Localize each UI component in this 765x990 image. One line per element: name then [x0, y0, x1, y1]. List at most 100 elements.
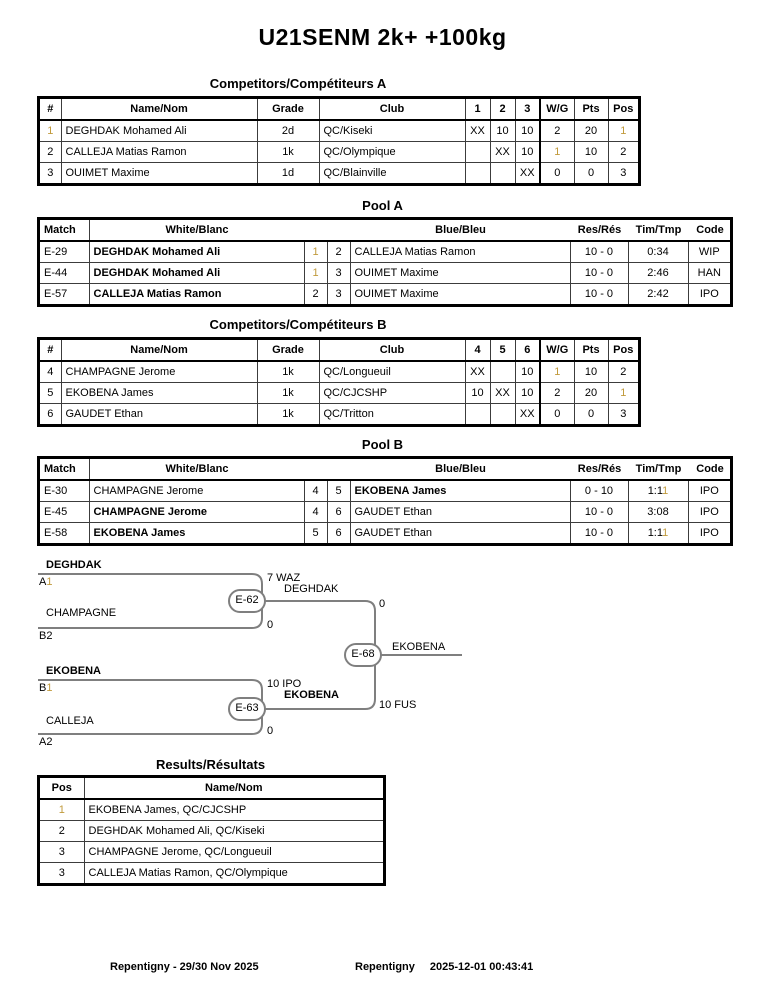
- cell-text: 1: [47, 125, 54, 137]
- bracket-winner-name: DEGHDAK: [284, 583, 339, 595]
- cell-blue: CALLEJA Matias Ramon: [349, 240, 571, 263]
- cell-tim: 2:42: [627, 283, 689, 306]
- cell-text: EKOBENA James: [93, 527, 186, 539]
- results-table: Pos Name/Nom 1 EKOBENA James, QC/CJCSHP 2 D…: [38, 776, 385, 885]
- bracket-lines: [38, 573, 462, 735]
- bracket-score: 0: [267, 725, 274, 737]
- cell-c1: XX: [464, 360, 491, 383]
- col-header-grade: Grade: [256, 338, 320, 362]
- cell-club: QC/Olympique: [318, 141, 466, 163]
- cell-pts: 0: [573, 403, 609, 426]
- table-row: 3 CHAMPAGNE Jerome, QC/Longueuil: [38, 841, 385, 863]
- cell-club: QC/Longueuil: [318, 360, 466, 383]
- cell-res: 0 - 10: [569, 479, 629, 502]
- cell-blue: GAUDET Ethan: [349, 501, 571, 523]
- cell-c3: XX: [514, 403, 541, 426]
- cell-c3: XX: [514, 162, 541, 185]
- cell-tim: 1:11: [627, 479, 689, 502]
- col-header-num: #: [38, 338, 62, 362]
- cell-num: 1: [38, 119, 62, 142]
- cell-code: IPO: [687, 479, 732, 502]
- col-header-name: Name/Nom: [83, 776, 385, 800]
- section-title-results: Results/Résultats: [155, 757, 266, 772]
- cell-pts: 0: [573, 162, 609, 185]
- cell-num: 6: [38, 403, 62, 426]
- cell-n1: 1: [303, 262, 328, 284]
- cell-num: 3: [38, 162, 62, 185]
- bracket-competitor-name: DEGHDAK: [46, 559, 102, 571]
- competitors-b-table: # Name/Nom Grade Club 4 5 6 W/G Pts Pos …: [38, 338, 640, 426]
- col-header-code: Code: [696, 463, 724, 475]
- cell-pts: 20: [573, 382, 609, 404]
- bracket-seed-label: B1: [39, 682, 53, 694]
- cell-grade: 1d: [256, 162, 320, 185]
- cell-c3: 10: [514, 119, 541, 142]
- cell-match: E-57: [38, 283, 90, 306]
- cell-club: QC/CJCSHP: [318, 382, 466, 404]
- cell-text: 1: [662, 485, 669, 497]
- cell-c1: 10: [464, 382, 491, 404]
- cell-white: DEGHDAK Mohamed Ali: [88, 240, 305, 263]
- cell-pos: 1: [38, 798, 85, 821]
- cell-name: EKOBENA James, QC/CJCSHP: [83, 798, 385, 821]
- cell-pos: 1: [607, 382, 640, 404]
- table-row: 2 DEGHDAK Mohamed Ali, QC/Kiseki: [38, 820, 385, 842]
- cell-white: EKOBENA James: [88, 522, 305, 545]
- cell-tim: 2:46: [627, 262, 689, 284]
- col-header-wg: W/G: [539, 338, 575, 362]
- col-header-pos: Pos: [607, 97, 640, 121]
- cell-text: 1:1: [647, 527, 663, 539]
- bracket-score: 10 FUS: [379, 699, 417, 711]
- header-row: # Name/Nom Grade Club 1 2 3 W/G Pts Pos: [38, 97, 640, 121]
- cell-match: E-29: [38, 240, 90, 263]
- section-title-competitors-b: Competitors/Compétiteurs B: [209, 317, 387, 332]
- col-header-white: White/Blanc: [165, 224, 229, 236]
- cell-c1: [464, 403, 491, 426]
- section-title-pool-b: Pool B: [361, 437, 404, 452]
- cell-pts: 20: [573, 119, 609, 142]
- bracket-score: 0: [379, 598, 386, 610]
- table-row: 3 OUIMET Maxime 1d QC/Blainville XX 0 0 3: [38, 162, 640, 185]
- bracket-score: 7 WAZ: [267, 572, 301, 584]
- cell-c1: [464, 162, 491, 185]
- elimination-bracket: DEGHDAK A1 CHAMPAGNE B2 E-62 7 WAZ DEGHD…: [0, 553, 765, 753]
- cell-name: CHAMPAGNE Jerome, QC/Longueuil: [83, 841, 385, 863]
- cell-code: HAN: [687, 262, 732, 284]
- col-header-club: Club: [318, 338, 466, 362]
- col-header-pts: Pts: [573, 97, 609, 121]
- competitors-a-table: # Name/Nom Grade Club 1 2 3 W/G Pts Pos …: [38, 97, 640, 185]
- col-header-num: #: [38, 97, 62, 121]
- col-header-pos: Pos: [38, 776, 85, 800]
- cell-c3: 10: [514, 382, 541, 404]
- cell-name: CALLEJA Matias Ramon, QC/Olympique: [83, 862, 385, 885]
- cell-name: DEGHDAK Mohamed Ali: [60, 119, 258, 142]
- header-row: Match White/Blanc Blue/Bleu Res/Rés Tim/…: [38, 457, 732, 481]
- cell-tim: 3:08: [627, 501, 689, 523]
- col-header-white: White/Blanc: [165, 463, 229, 475]
- footer-print-timestamp: Repentigny 2025-12-01 00:43:41: [355, 961, 534, 973]
- col-header-tim: Tim/Tmp: [635, 224, 682, 236]
- cell-n2: 3: [326, 283, 351, 306]
- cell-n1: 2: [303, 283, 328, 306]
- cell-code: WIP: [687, 240, 732, 263]
- cell-pos: 2: [607, 360, 640, 383]
- cell-res: 10 - 0: [569, 501, 629, 523]
- cell-n1: 5: [303, 522, 328, 545]
- col-header-2: 2: [489, 97, 516, 121]
- col-header-match: Match: [38, 457, 90, 481]
- cell-c3: 10: [514, 360, 541, 383]
- cell-res: 10 - 0: [569, 240, 629, 263]
- cell-name: GAUDET Ethan: [60, 403, 258, 426]
- cell-pos: 3: [607, 162, 640, 185]
- col-header-blue: Blue/Bleu: [435, 463, 486, 475]
- cell-white: DEGHDAK Mohamed Ali: [88, 262, 305, 284]
- col-header-pts: Pts: [573, 338, 609, 362]
- cell-blue: EKOBENA James: [349, 479, 571, 502]
- match-number-label: E-68: [351, 648, 375, 660]
- cell-match: E-45: [38, 501, 90, 523]
- cell-name: CHAMPAGNE Jerome: [60, 360, 258, 383]
- cell-res: 10 - 0: [569, 283, 629, 306]
- cell-num: 5: [38, 382, 62, 404]
- cell-text: 1:1: [647, 485, 663, 497]
- bracket-score: 10 IPO: [267, 678, 302, 690]
